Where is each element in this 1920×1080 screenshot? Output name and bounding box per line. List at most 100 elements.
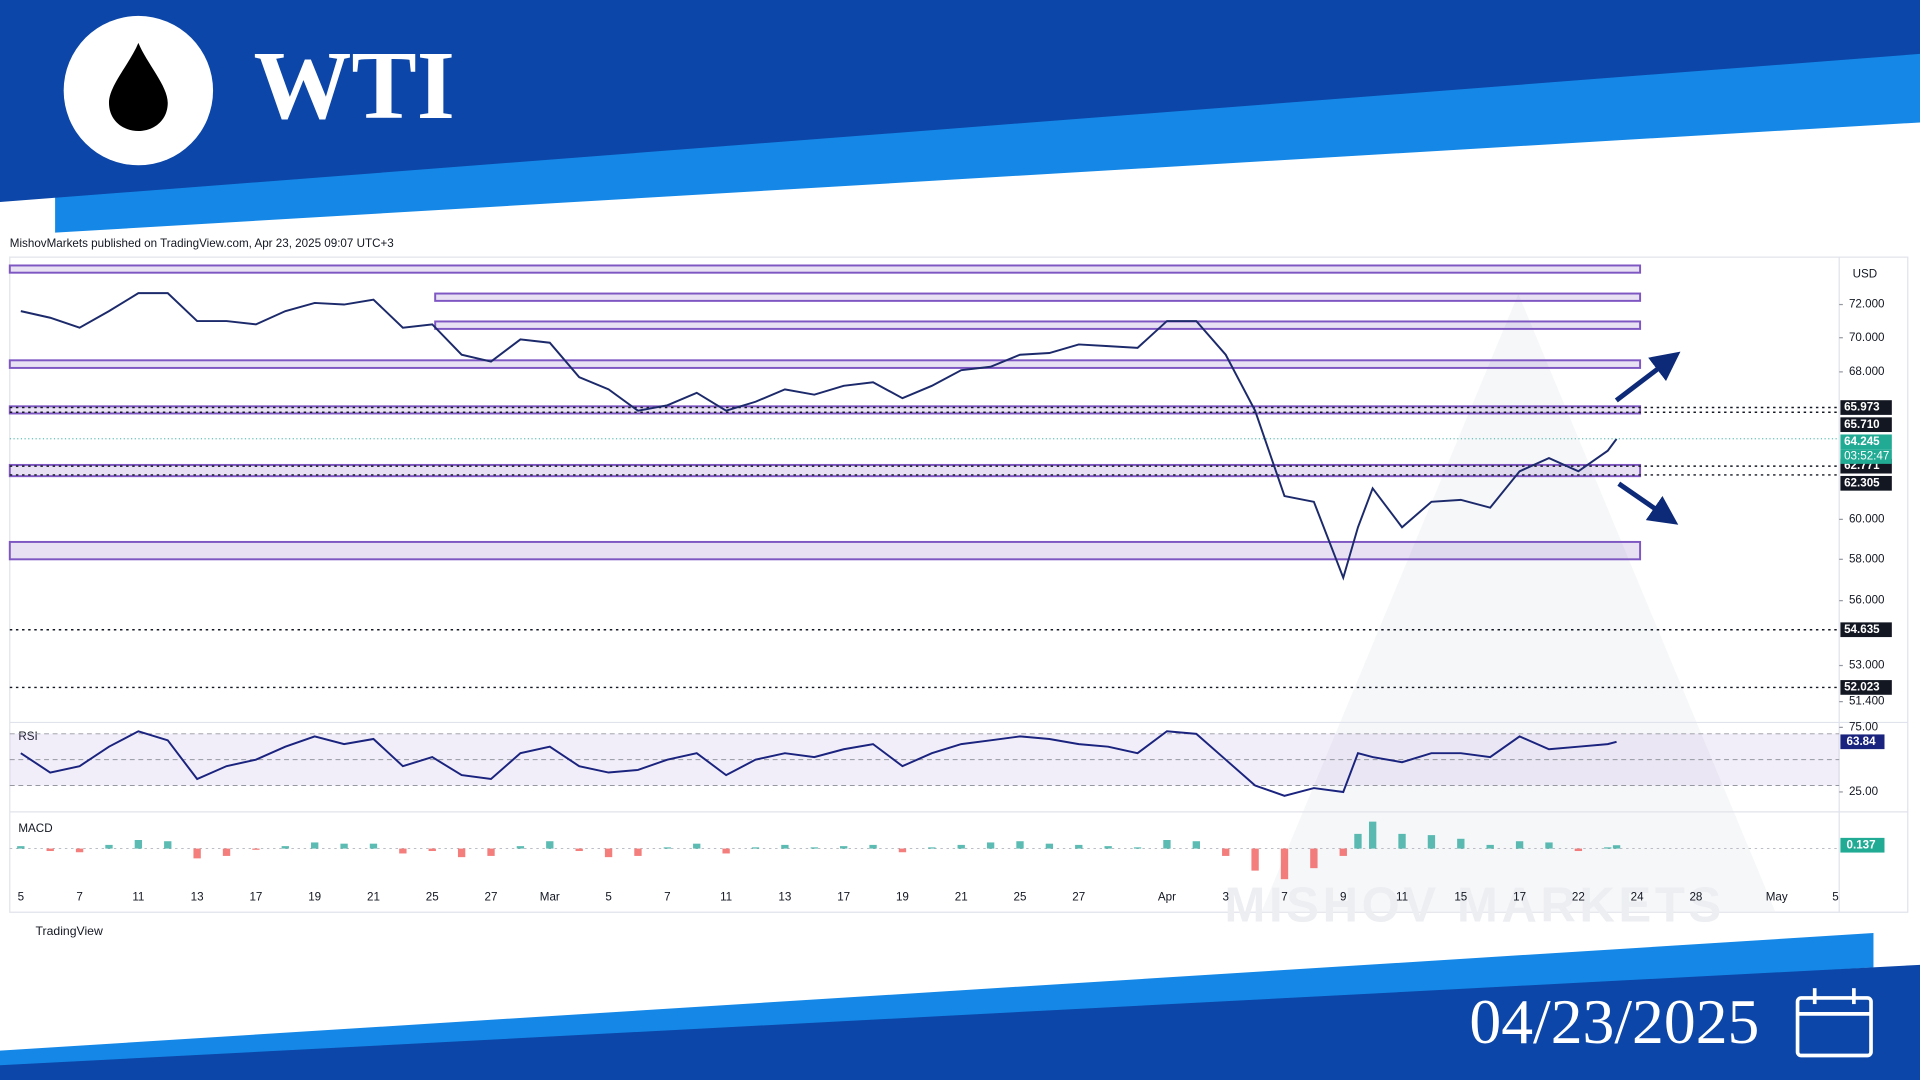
histogram-bar bbox=[457, 848, 466, 858]
arrow-up bbox=[1614, 351, 1681, 403]
x-tick-label: 24 bbox=[1631, 891, 1644, 904]
y-tick-label: 75.00 bbox=[1849, 720, 1879, 733]
last-price-badge: 64.245 bbox=[1844, 435, 1880, 448]
y-tick-label: 72.000 bbox=[1849, 298, 1885, 311]
x-tick-label: 9 bbox=[1340, 891, 1346, 904]
series-line bbox=[20, 730, 1617, 797]
x-tick-label: 17 bbox=[1513, 891, 1526, 904]
footer-band bbox=[0, 964, 1920, 1080]
histogram-bar bbox=[1604, 847, 1612, 849]
histogram-bar bbox=[46, 848, 54, 852]
histogram-bar bbox=[575, 848, 583, 852]
histogram-bar bbox=[134, 840, 143, 849]
histogram-bar bbox=[340, 843, 348, 849]
y-tick-label: 60.000 bbox=[1849, 512, 1885, 525]
brand: TradingView bbox=[36, 924, 103, 938]
x-tick-label: 7 bbox=[664, 891, 670, 904]
x-tick-label: 27 bbox=[485, 891, 498, 904]
histogram-bar bbox=[1133, 847, 1142, 849]
histogram-bar bbox=[1075, 844, 1083, 849]
x-tick-label: 21 bbox=[955, 891, 968, 904]
histogram-bar bbox=[193, 848, 201, 859]
level-badge-bg bbox=[1840, 475, 1892, 491]
level-badge-bg bbox=[1840, 400, 1892, 415]
x-tick-label: 5 bbox=[1832, 891, 1838, 904]
watermark: MISHOV MARKETS bbox=[1224, 879, 1724, 933]
histogram-bar bbox=[1280, 848, 1289, 880]
last-value-bg bbox=[1840, 837, 1885, 853]
x-tick-label: 17 bbox=[249, 891, 262, 904]
histogram-bar bbox=[311, 842, 319, 849]
histogram-bar bbox=[222, 848, 231, 856]
x-tick-label: 17 bbox=[837, 891, 850, 904]
zone bbox=[434, 320, 1642, 330]
countdown-bg bbox=[1840, 449, 1892, 464]
x-tick-label: 28 bbox=[1689, 891, 1702, 904]
histogram-bar bbox=[487, 848, 495, 856]
zone bbox=[8, 359, 1642, 369]
countdown: 03:52:47 bbox=[1844, 450, 1889, 463]
last-value-bg bbox=[1840, 734, 1885, 750]
y-tick-label: 51.400 bbox=[1849, 695, 1885, 708]
last-value: 0.137 bbox=[1847, 838, 1876, 851]
histogram-bar bbox=[1545, 842, 1553, 849]
histogram-bar bbox=[516, 846, 525, 849]
histogram-bar bbox=[986, 842, 995, 849]
attribution: MishovMarkets published on TradingView.c… bbox=[10, 237, 394, 250]
histogram-bar bbox=[1339, 848, 1347, 856]
level-badge: 52.023 bbox=[1844, 681, 1880, 694]
zone bbox=[8, 463, 1642, 478]
level-badge: 54.635 bbox=[1844, 623, 1880, 636]
level-badge: 62.305 bbox=[1844, 476, 1880, 489]
x-tick-label: Apr bbox=[1158, 891, 1176, 904]
x-tick-label: 19 bbox=[896, 891, 909, 904]
histogram-bar bbox=[1612, 845, 1621, 849]
histogram-bar bbox=[75, 848, 84, 853]
currency-label: USD bbox=[1853, 267, 1878, 280]
histogram-bar bbox=[1163, 840, 1171, 849]
x-tick-label: 5 bbox=[18, 891, 24, 904]
calendar-icon bbox=[1795, 988, 1873, 1058]
x-tick-label: 11 bbox=[132, 891, 144, 904]
x-tick-label: 27 bbox=[1072, 891, 1085, 904]
histogram-bar bbox=[1310, 848, 1318, 869]
zone bbox=[434, 292, 1642, 302]
x-tick-label: 21 bbox=[367, 891, 380, 904]
level-badge-bg bbox=[1840, 622, 1892, 638]
histogram-bar bbox=[164, 841, 172, 849]
histogram-bar bbox=[1368, 821, 1377, 849]
x-tick-label: 15 bbox=[1454, 891, 1467, 904]
level-badge: 65.710 bbox=[1844, 418, 1880, 431]
histogram-bar bbox=[957, 844, 965, 849]
y-tick-label: 68.000 bbox=[1849, 365, 1885, 378]
histogram-bar bbox=[810, 847, 818, 849]
histogram-bar bbox=[281, 846, 289, 849]
histogram-bar bbox=[17, 846, 25, 849]
histogram-bar bbox=[252, 848, 260, 850]
x-tick-label: 3 bbox=[1222, 891, 1228, 904]
histogram-bar bbox=[1486, 844, 1494, 849]
header-title: WTI bbox=[253, 32, 454, 140]
histogram-bar bbox=[840, 846, 848, 849]
histogram-bar bbox=[1515, 841, 1524, 849]
series-line bbox=[20, 292, 1618, 581]
level-badge-bg bbox=[1840, 417, 1892, 433]
header-stripe bbox=[55, 48, 1920, 233]
histogram-bar bbox=[1427, 835, 1436, 849]
x-tick-label: 22 bbox=[1572, 891, 1585, 904]
histogram-bar bbox=[869, 844, 877, 849]
histogram-bar bbox=[1457, 838, 1465, 849]
x-tick-label: 19 bbox=[308, 891, 321, 904]
footer-date: 04/23/2025 bbox=[1469, 986, 1759, 1057]
y-tick-label: 58.000 bbox=[1849, 552, 1885, 565]
histogram-bar bbox=[1354, 833, 1362, 849]
watermark-logo bbox=[1261, 293, 1776, 913]
zone bbox=[8, 540, 1642, 561]
x-tick-label: 7 bbox=[1281, 891, 1287, 904]
histogram-bar bbox=[1251, 848, 1259, 871]
histogram-bar bbox=[722, 848, 730, 854]
last-value: 63.84 bbox=[1847, 735, 1877, 748]
histogram-bar bbox=[928, 847, 936, 849]
histogram-bar bbox=[1104, 846, 1112, 849]
histogram-bar bbox=[781, 844, 789, 849]
